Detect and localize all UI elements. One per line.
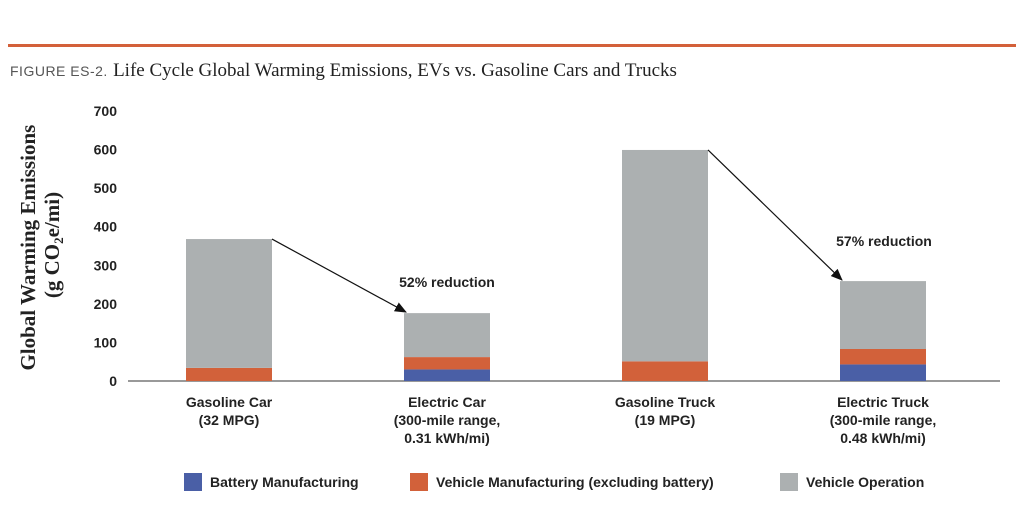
legend-item: Vehicle Operation bbox=[780, 473, 924, 491]
reduction-annotations: 52% reduction 57% reduction bbox=[271, 149, 932, 313]
reduction-label: 52% reduction bbox=[399, 274, 495, 290]
y-axis-label-line1: Global Warming Emissions bbox=[16, 125, 40, 371]
figure-title: FIGURE ES-2. Life Cycle Global Warming E… bbox=[10, 60, 677, 82]
y-axis-label-line2-prefix: (g CO bbox=[40, 244, 64, 298]
legend-label: Vehicle Manufacturing (excluding battery… bbox=[436, 474, 714, 490]
header-rule bbox=[8, 44, 1016, 47]
reduction-label: 57% reduction bbox=[836, 233, 932, 249]
reduction-arrow bbox=[271, 238, 407, 313]
legend-item: Vehicle Manufacturing (excluding battery… bbox=[410, 473, 714, 491]
bar-segment bbox=[404, 369, 490, 381]
bar-segment bbox=[404, 313, 490, 358]
category-label: Electric Truck (300-mile range, 0.48 kWh/m… bbox=[830, 394, 937, 446]
y-tick-label: 300 bbox=[94, 257, 118, 273]
y-tick-label: 100 bbox=[94, 334, 118, 350]
bars bbox=[186, 149, 926, 381]
bar-segment bbox=[186, 367, 272, 381]
y-axis-label-line2-suffix: e/mi) bbox=[40, 192, 64, 237]
legend: Battery Manufacturing Vehicle Manufacturi… bbox=[184, 473, 924, 491]
category-label: Gasoline Truck (19 MPG) bbox=[615, 394, 716, 428]
legend-label: Vehicle Operation bbox=[806, 474, 924, 490]
bar-segment bbox=[622, 149, 708, 362]
y-tick-label: 500 bbox=[94, 180, 118, 196]
bar-segment bbox=[186, 239, 272, 368]
y-tick-label: 400 bbox=[94, 219, 118, 235]
category-label: Gasoline Car (32 MPG) bbox=[186, 394, 273, 428]
category-label: Electric Car (300-mile range, 0.31 kWh/mi) bbox=[394, 394, 501, 446]
bar-segment bbox=[840, 281, 926, 349]
bar-segment bbox=[622, 361, 708, 381]
y-axis-label: Global Warming Emissions (g CO2e/mi) bbox=[16, 119, 66, 370]
y-tick-label: 0 bbox=[109, 373, 117, 389]
legend-swatch bbox=[410, 473, 428, 491]
y-tick-label: 200 bbox=[94, 296, 118, 312]
legend-swatch bbox=[780, 473, 798, 491]
legend-swatch bbox=[184, 473, 202, 491]
figure-title-text: Life Cycle Global Warming Emissions, EVs… bbox=[113, 60, 677, 81]
y-axis-ticks: 0 100 200 300 400 500 600 700 bbox=[94, 103, 118, 389]
bar-segment bbox=[404, 357, 490, 370]
y-tick-label: 600 bbox=[94, 142, 118, 158]
bar-segment bbox=[840, 348, 926, 365]
y-axis-label-line2-sub: 2 bbox=[51, 237, 66, 244]
y-tick-label: 700 bbox=[94, 103, 118, 119]
legend-item: Battery Manufacturing bbox=[184, 473, 359, 491]
figure-label: FIGURE ES-2. bbox=[10, 63, 108, 79]
reduction-arrow bbox=[707, 149, 843, 281]
legend-label: Battery Manufacturing bbox=[210, 474, 359, 490]
category-labels: Gasoline Car (32 MPG) Electric Car (300-mil… bbox=[186, 394, 936, 446]
bar-segment bbox=[840, 364, 926, 381]
